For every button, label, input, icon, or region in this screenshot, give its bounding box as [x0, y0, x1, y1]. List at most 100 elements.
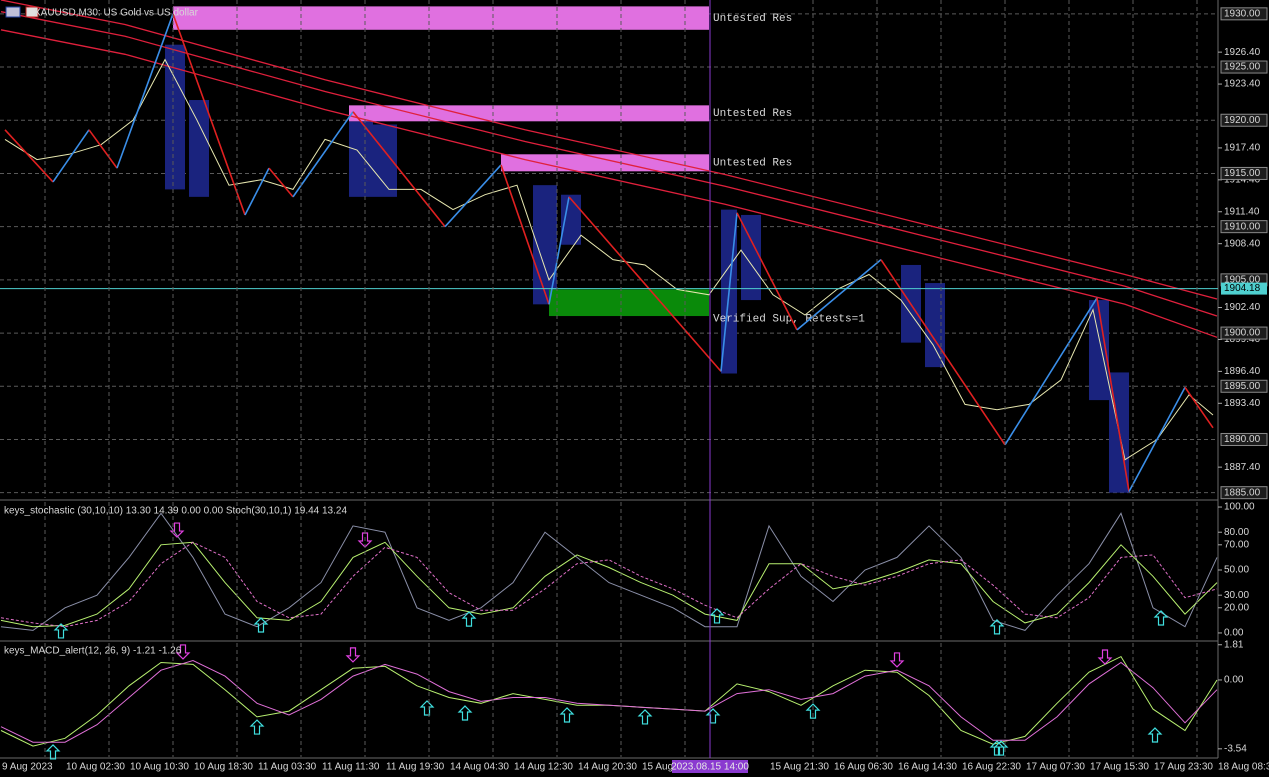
pattern-box: [741, 214, 761, 301]
sell-arrow: [889, 652, 905, 668]
zone: [501, 154, 709, 172]
x-tick-label: 14 Aug 12:30: [514, 762, 573, 773]
y-tick-label: 1908.40: [1224, 238, 1261, 249]
series-line: [0, 541, 1218, 628]
zigzag-segment: [1096, 297, 1130, 492]
level-label-box: [1220, 166, 1268, 180]
series-line: [4, 58, 1214, 461]
zigzag-segment: [720, 212, 738, 372]
level-label: 1895.00: [1224, 381, 1261, 392]
buy-arrow: [993, 740, 1009, 756]
chart-icon[interactable]: [5, 6, 21, 18]
buy-arrow: [249, 719, 265, 735]
zigzag-segment: [116, 13, 174, 169]
buy-arrow: [989, 619, 1005, 635]
x-tick-label: 15 Aug 21:30: [770, 762, 829, 773]
y-tick-label: 1902.40: [1224, 302, 1261, 313]
y-tick-label: 1893.40: [1224, 398, 1261, 409]
buy-arrow: [989, 740, 1005, 756]
level-label-box: [1220, 7, 1268, 21]
x-tick-label: 17 Aug 15:30: [1090, 762, 1149, 773]
x-tick-label: 16 Aug 22:30: [962, 762, 1021, 773]
y-tick-label: 1.81: [1224, 639, 1244, 650]
y-tick-label: 0.00: [1224, 628, 1244, 639]
y-tick-label: -3.54: [1224, 743, 1247, 754]
y-tick-label: 0.00: [1224, 675, 1244, 686]
zigzag-segment: [352, 111, 446, 228]
y-tick-label: 80.00: [1224, 527, 1249, 538]
pattern-box: [561, 194, 581, 245]
x-tick-label: 14 Aug 20:30: [578, 762, 637, 773]
buy-arrow: [705, 708, 721, 724]
zigzag-segment: [548, 196, 570, 305]
y-tick-label: 1923.40: [1224, 79, 1261, 90]
sell-arrow: [345, 647, 361, 663]
zigzag-segment: [736, 212, 798, 331]
moving-average: [0, 29, 1218, 338]
chart-title: XAUUSD,M30: US Gold vs US dollar: [34, 8, 199, 19]
current-price-box: [1221, 282, 1267, 295]
buy-arrow: [805, 703, 821, 719]
level-label-box: [1220, 486, 1268, 500]
level-label-box: [1220, 113, 1268, 127]
pattern-box: [1089, 300, 1109, 401]
y-tick-label: 1911.40: [1224, 206, 1260, 217]
zigzag-segment: [796, 259, 882, 331]
buy-arrow: [637, 709, 653, 725]
pattern-box: [349, 121, 373, 197]
zone: [549, 289, 709, 317]
pane-title: keys_MACD_alert(12, 26, 9) -1.21 -1.26: [4, 646, 182, 657]
zigzag-segment: [1184, 386, 1214, 429]
x-tick-label: 10 Aug 18:30: [194, 762, 253, 773]
chart-overlay: XAUUSD,M30: US Gold vs US dollar keys_st…: [4, 6, 347, 657]
level-label: 1910.00: [1224, 221, 1261, 232]
buy-arrow: [53, 623, 69, 639]
moving-average: [0, 11, 1218, 317]
buy-arrow: [559, 707, 575, 723]
buy-arrow: [461, 611, 477, 627]
zone-label: Untested Res: [713, 108, 792, 120]
zigzag-segment: [172, 13, 246, 216]
cursor-label: 2023.08.15 14:00: [671, 762, 749, 773]
x-tick-label: 15 Aug: [642, 762, 673, 773]
zigzag-segment: [52, 129, 90, 183]
zone-label: Untested Res: [713, 13, 792, 25]
zigzag-segment: [1128, 386, 1186, 492]
level-label: 1920.00: [1224, 115, 1261, 126]
level-label: 1930.00: [1224, 8, 1261, 19]
x-tick-label: 10 Aug 10:30: [130, 762, 189, 773]
zigzag-segment: [244, 167, 270, 216]
zigzag-segment: [88, 129, 118, 169]
current-price-label: 1904.18: [1224, 283, 1261, 294]
y-tick-label: 100.00: [1224, 502, 1255, 513]
x-tick-label: 16 Aug 14:30: [898, 762, 957, 773]
x-tick-label: 18 Aug 08:30: [1218, 762, 1269, 773]
sell-arrow: [175, 644, 191, 660]
x-tick-label: 11 Aug 03:30: [258, 762, 317, 773]
level-label-box: [1220, 220, 1268, 234]
y-tick-label: 20.00: [1224, 602, 1249, 613]
level-label: 1900.00: [1224, 328, 1261, 339]
y-tick-label: 1926.40: [1224, 47, 1261, 58]
level-label-box: [1220, 379, 1268, 393]
level-label: 1885.00: [1224, 487, 1261, 498]
sell-arrow: [1097, 649, 1113, 665]
level-label-box: [1220, 326, 1268, 340]
pane-title: keys_stochastic (30,10,10) 13.30 14.39 0…: [4, 506, 347, 517]
zigzag-segment: [444, 164, 502, 228]
zigzag-segment: [4, 129, 54, 183]
y-tick-label: 50.00: [1224, 565, 1249, 576]
moving-average: [0, 0, 1218, 300]
x-tick-label: 16 Aug 06:30: [834, 762, 893, 773]
cursor-label-box: [672, 760, 748, 773]
buy-arrow: [709, 608, 725, 624]
level-label-box: [1220, 432, 1268, 446]
pattern-box: [925, 283, 945, 368]
level-label-box: [1220, 60, 1268, 74]
zigzag-segment: [880, 259, 1006, 446]
y-tick-label: 1887.40: [1224, 462, 1261, 473]
zigzag-segment: [292, 111, 354, 198]
chart-icon[interactable]: [25, 6, 39, 18]
